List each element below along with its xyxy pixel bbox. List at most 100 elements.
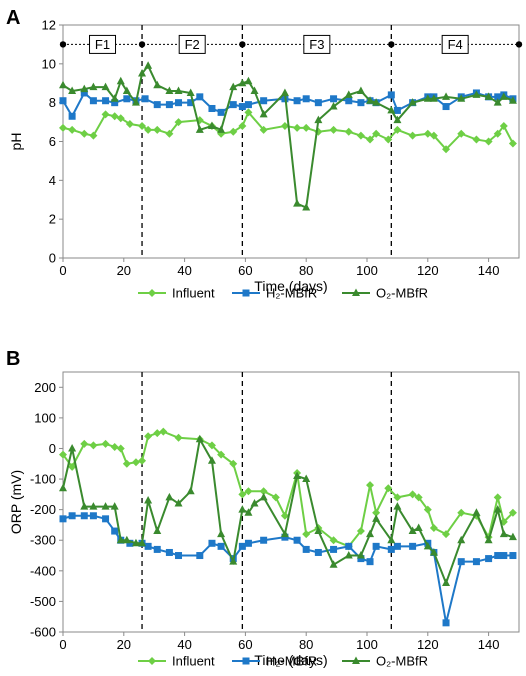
data-point: [238, 103, 246, 111]
legend-marker: [148, 657, 156, 665]
data-point: [493, 493, 502, 502]
data-point: [508, 96, 517, 104]
legend-label: O₂-MBfR: [376, 286, 428, 301]
data-point: [472, 90, 481, 98]
data-point: [101, 110, 110, 119]
data-point: [293, 471, 302, 479]
data-point: [89, 97, 97, 105]
x-axis-label: Time (days): [254, 278, 327, 294]
legend-marker: [352, 288, 360, 296]
data-point: [423, 541, 432, 550]
phase-marker: [138, 41, 146, 48]
data-point: [442, 619, 450, 627]
phase-label: F4: [448, 37, 463, 52]
data-point: [116, 535, 125, 544]
data-point: [408, 526, 417, 535]
series-line: [62, 430, 514, 548]
data-point: [366, 481, 375, 490]
legend: Influent H₂-MBfR O₂-MBfR: [138, 286, 428, 301]
plot-frame: [62, 371, 520, 633]
data-point: [260, 97, 268, 105]
data-point: [175, 99, 183, 107]
data-point: [196, 552, 204, 560]
data-point: [144, 542, 152, 550]
data-point: [131, 458, 140, 467]
data-point: [244, 487, 253, 496]
data-point: [238, 542, 246, 550]
phase-marker: [388, 41, 395, 48]
data-point: [207, 441, 216, 450]
data-point: [508, 139, 517, 148]
data-point: [229, 557, 238, 565]
data-point: [329, 125, 338, 134]
legend-label: Influent: [172, 286, 215, 301]
data-point: [59, 80, 67, 89]
data-point: [174, 86, 183, 95]
legend-marker: [242, 657, 250, 665]
panel-label-a: A: [6, 7, 20, 29]
data-point: [89, 82, 98, 91]
data-point: [259, 125, 268, 134]
data-point: [123, 95, 131, 103]
x-tick-label: 120: [417, 263, 439, 278]
data-point: [153, 80, 162, 89]
y-tick-label: -300: [30, 533, 56, 548]
data-point: [329, 102, 338, 110]
y-tick-label: -400: [30, 563, 56, 578]
data-point: [238, 78, 247, 87]
data-point: [229, 82, 238, 91]
data-point: [80, 129, 89, 138]
data-point: [366, 529, 375, 538]
data-point: [280, 511, 289, 520]
x-tick-label: 20: [117, 637, 131, 652]
data-point: [244, 539, 252, 547]
data-point: [111, 527, 119, 535]
data-point: [174, 433, 183, 442]
data-point: [122, 459, 131, 468]
data-point: [217, 450, 226, 459]
y-tick-label: 8: [49, 95, 56, 110]
phase-label: F1: [95, 37, 110, 52]
data-point: [186, 486, 195, 495]
data-point: [101, 82, 110, 91]
data-point: [80, 439, 89, 448]
data-point: [144, 61, 153, 69]
data-point: [472, 508, 481, 516]
data-point: [393, 542, 401, 550]
data-point: [302, 474, 311, 483]
data-point: [280, 88, 289, 96]
data-point: [302, 203, 311, 211]
data-point: [366, 558, 374, 566]
data-point: [131, 98, 140, 106]
data-point: [110, 112, 119, 121]
data-point: [302, 95, 310, 103]
data-point: [80, 89, 88, 97]
y-tick-label: 100: [34, 410, 56, 425]
legend-marker: [242, 289, 250, 297]
x-tick-label: 20: [117, 263, 131, 278]
data-point: [217, 542, 225, 550]
data-point: [271, 493, 280, 502]
data-point: [165, 86, 174, 95]
phase-label-box: [178, 34, 206, 54]
x-tick-label: 60: [238, 637, 252, 652]
data-point: [387, 91, 395, 99]
data-point: [59, 123, 67, 132]
data-point: [153, 101, 161, 109]
data-point: [80, 84, 89, 93]
data-point: [356, 86, 365, 95]
data-point: [484, 92, 493, 100]
data-point: [144, 495, 153, 504]
x-axis-label: Time (days): [254, 652, 327, 668]
data-point: [159, 427, 168, 436]
data-point: [442, 530, 451, 539]
data-point: [484, 137, 493, 146]
data-point: [429, 131, 438, 140]
data-point: [208, 539, 216, 547]
y-tick-label: -500: [30, 594, 56, 609]
data-point: [68, 112, 76, 120]
data-point: [442, 103, 450, 111]
data-point: [238, 505, 247, 513]
data-point: [59, 97, 67, 105]
